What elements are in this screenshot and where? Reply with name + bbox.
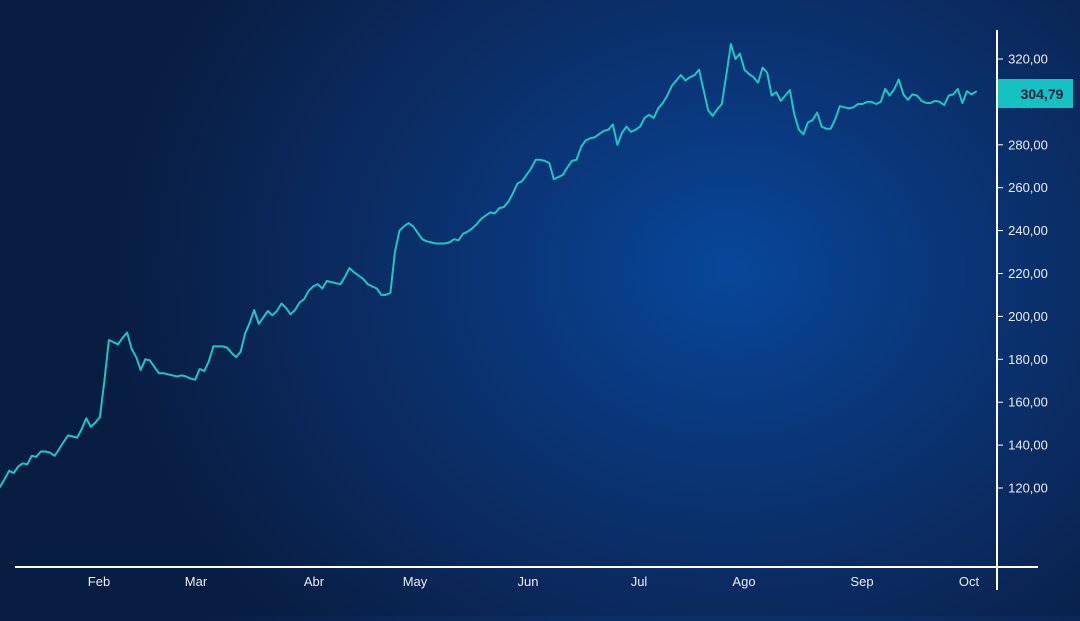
x-tick-label: Abr — [304, 574, 325, 589]
y-tick-label: 280,00 — [1008, 137, 1048, 152]
y-tick-label: 160,00 — [1008, 395, 1048, 410]
x-tick-label: Oct — [959, 574, 980, 589]
y-tick-label: 320,00 — [1008, 52, 1048, 67]
series-group — [0, 43, 977, 488]
y-tick-label: 240,00 — [1008, 223, 1048, 238]
y-tick-label: 180,00 — [1008, 352, 1048, 367]
x-tick-label: Jul — [631, 574, 648, 589]
x-tick-label: May — [403, 574, 428, 589]
x-tick-label: Jun — [518, 574, 539, 589]
x-tick-label: Ago — [732, 574, 755, 589]
y-tick-label: 220,00 — [1008, 266, 1048, 281]
current-value-label: 304,79 — [1021, 86, 1064, 102]
y-tick-label: 120,00 — [1008, 481, 1048, 496]
y-tick-label: 200,00 — [1008, 309, 1048, 324]
y-tick-label: 140,00 — [1008, 438, 1048, 453]
price-series-line — [0, 43, 977, 488]
y-tick-label: 260,00 — [1008, 180, 1048, 195]
x-tick-label: Mar — [185, 574, 208, 589]
x-tick-label: Sep — [850, 574, 873, 589]
x-tick-label: Feb — [88, 574, 110, 589]
y-axis-ticks: 120,00 140,00 160,00 180,00 200,00 220,00 240,… — [997, 52, 1048, 496]
current-value-badge-bg — [998, 79, 1073, 108]
x-axis-ticks: Feb Mar Abr May Jun Jul Ago Sep Oct — [88, 574, 980, 589]
current-value-badge: 304,79 — [998, 79, 1073, 108]
